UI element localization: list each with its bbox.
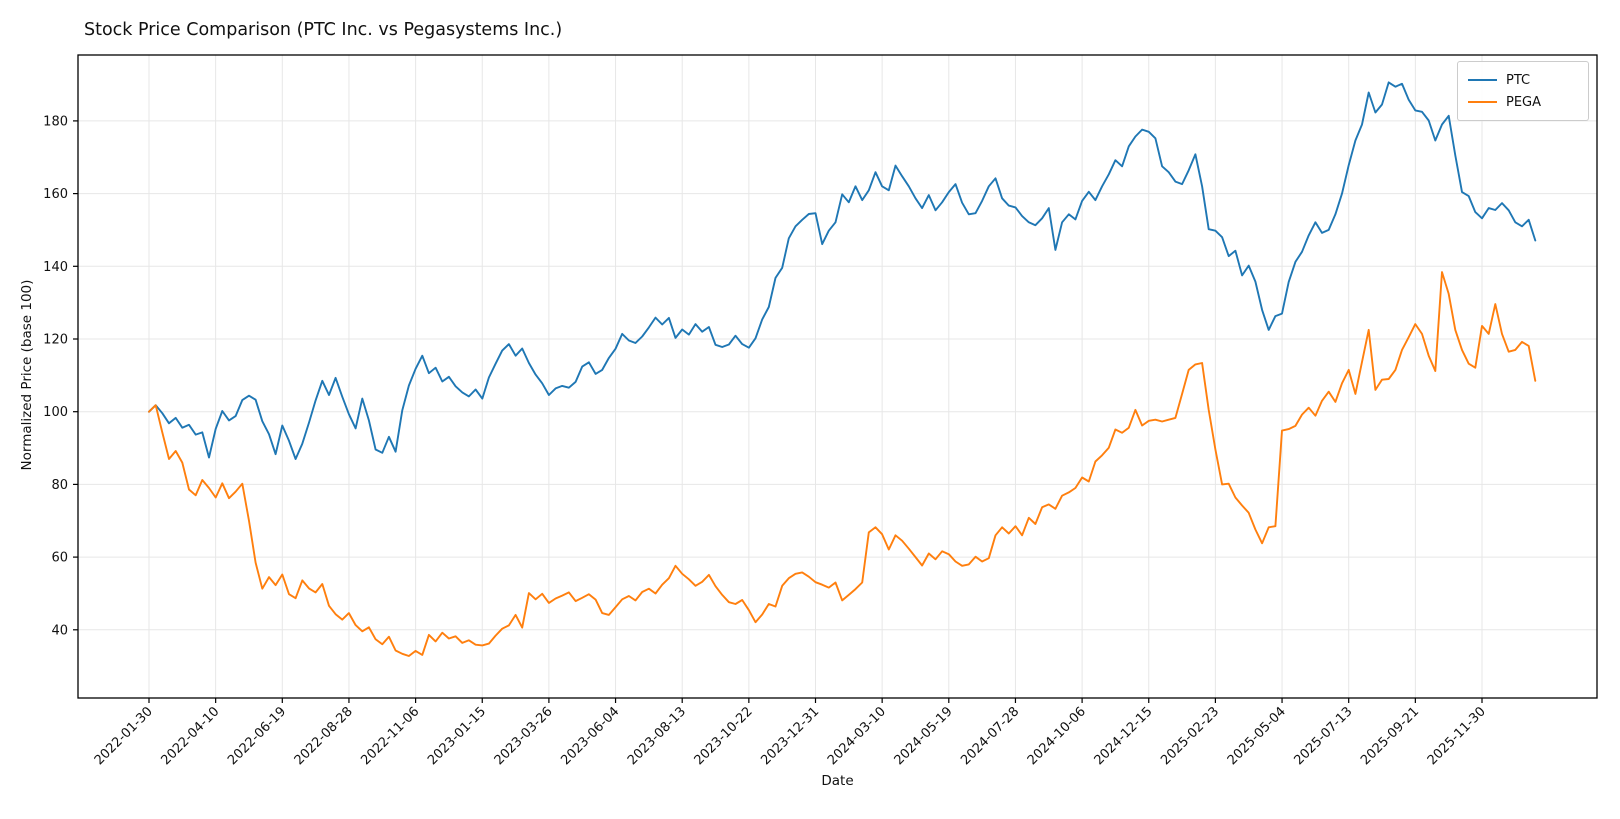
svg-text:120: 120: [43, 333, 68, 348]
svg-text:2024-05-19: 2024-05-19: [892, 704, 956, 768]
svg-text:2025-09-21: 2025-09-21: [1358, 704, 1422, 768]
svg-text:2022-11-06: 2022-11-06: [358, 704, 422, 768]
svg-text:2024-10-06: 2024-10-06: [1025, 704, 1089, 768]
pega-line-swatch-icon: [1468, 101, 1497, 103]
svg-text:2022-08-28: 2022-08-28: [292, 704, 356, 768]
svg-text:40: 40: [51, 623, 68, 638]
svg-text:2023-10-22: 2023-10-22: [692, 704, 756, 768]
svg-text:2025-05-04: 2025-05-04: [1225, 704, 1289, 768]
svg-text:2023-03-26: 2023-03-26: [492, 704, 556, 768]
chart-title: Stock Price Comparison (PTC Inc. vs Pega…: [84, 20, 563, 40]
svg-text:2022-01-30: 2022-01-30: [92, 704, 156, 768]
svg-text:2023-08-13: 2023-08-13: [625, 704, 689, 768]
svg-text:180: 180: [43, 114, 68, 129]
legend-item-pega: PEGA: [1468, 91, 1578, 113]
svg-text:160: 160: [43, 187, 68, 202]
legend-label-pega: PEGA: [1506, 94, 1542, 110]
svg-text:2023-01-15: 2023-01-15: [425, 704, 489, 768]
ptc-line-swatch-icon: [1468, 79, 1497, 81]
x-axis-label: Date: [821, 773, 854, 789]
svg-text:2023-12-31: 2023-12-31: [758, 704, 822, 768]
svg-text:2022-06-19: 2022-06-19: [225, 704, 289, 768]
svg-text:100: 100: [43, 405, 68, 420]
svg-text:2024-07-28: 2024-07-28: [958, 704, 1022, 768]
svg-text:2022-04-10: 2022-04-10: [158, 704, 222, 768]
svg-text:80: 80: [51, 478, 68, 493]
svg-text:2025-07-13: 2025-07-13: [1291, 704, 1355, 768]
svg-text:2024-03-10: 2024-03-10: [825, 704, 889, 768]
svg-text:60: 60: [51, 551, 68, 566]
svg-text:2025-11-30: 2025-11-30: [1425, 704, 1489, 768]
legend: PTC PEGA: [1457, 61, 1589, 121]
y-axis-label: Normalized Price (base 100): [19, 279, 35, 471]
legend-label-ptc: PTC: [1506, 72, 1531, 88]
svg-text:140: 140: [43, 260, 68, 275]
legend-item-ptc: PTC: [1468, 69, 1578, 91]
svg-text:2024-12-15: 2024-12-15: [1092, 704, 1156, 768]
svg-text:2025-02-23: 2025-02-23: [1158, 704, 1222, 768]
svg-text:2023-06-04: 2023-06-04: [558, 704, 622, 768]
